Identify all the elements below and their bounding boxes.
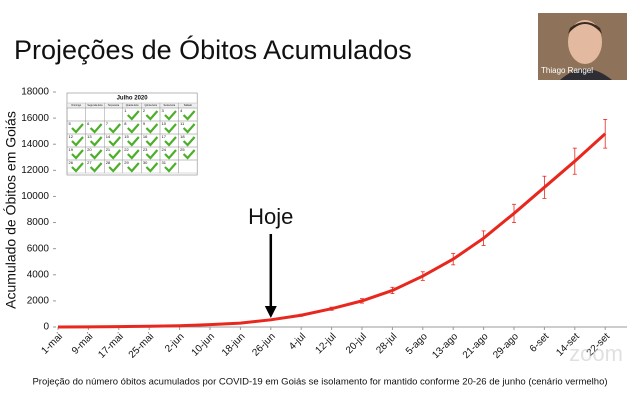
calendar-day: 8 [124,121,127,126]
calendar-day: 19 [69,147,74,152]
calendar-weekday: Domingo [72,104,82,107]
calendar-weekday: Quarta-feira [126,104,139,107]
calendar-check [71,149,84,160]
calendar-check [145,162,159,173]
calendar-day: 22 [124,147,129,152]
calendar-check [182,110,196,121]
calendar-day: 21 [106,147,111,152]
watermark: zoom [569,341,623,366]
y-tick-label: 2000 [27,296,50,307]
calendar-day: 12 [69,134,74,139]
caption: Projeção do número óbitos acumulados por… [32,377,607,388]
calendar-check [127,149,140,160]
calendar-weekday: Segunda-feira [87,104,103,107]
y-tick-label: 12000 [21,165,49,176]
calendar-day: 20 [87,147,92,152]
calendar-weekday: Quinta-feira [144,104,157,107]
calendar-day: 15 [124,134,129,139]
calendar-check [127,123,140,134]
calendar: Julho 2020 Domingo Segunda-feira Terça-feir… [66,92,198,176]
y-tick-label: 6000 [27,243,50,254]
calendar-day: 26 [69,160,74,165]
calendar-day: 14 [106,134,111,139]
y-tick-label: 14000 [21,139,49,150]
calendar-check [108,123,122,134]
line [57,132,607,329]
calendar-check [127,110,140,121]
calendar-cell [178,159,198,174]
calendar-day: 6 [87,121,90,126]
slide-title: Projeções de Óbitos Acumulados [14,34,412,65]
calendar-day: 4 [180,108,183,113]
calendar-day: 9 [143,121,146,126]
calendar-day: 18 [180,134,185,139]
calendar-day: 23 [143,147,148,152]
calendar-check [182,136,196,147]
calendar-check [127,162,140,173]
calendar-day: 16 [143,134,148,139]
calendar-check [182,123,196,134]
video-hair [568,22,602,34]
calendar-day: 24 [162,147,167,152]
y-tick-label: 0 [43,322,49,333]
calendar-day: 3 [162,108,165,113]
calendar-check [164,136,177,147]
calendar-day: 30 [143,160,148,165]
calendar-check [89,149,103,160]
calendar-check [182,149,196,160]
calendar-day: 25 [180,147,185,152]
calendar-day: 28 [106,160,111,165]
calendar-check [127,136,140,147]
participant-name: Thiago Rangel [541,66,593,75]
calendar-day: 1 [124,108,127,113]
calendar-title: Julho 2020 [117,96,149,102]
calendar-check [71,162,84,173]
calendar-check [164,149,177,160]
calendar-check [164,123,177,134]
calendar-check [145,123,159,134]
calendar-check [108,162,122,173]
calendar-check [89,123,103,134]
calendar-weekday: Sexta-feira [164,104,176,107]
annotation-arrowhead [264,306,277,318]
y-tick-label: 18000 [21,87,49,98]
calendar-check [164,162,177,173]
calendar-check [108,149,122,160]
calendar-check [71,136,84,147]
calendar-day: 13 [87,134,92,139]
calendar-day: 2 [143,108,146,113]
calendar-weekday: Terça-feira [108,104,120,107]
calendar-check [71,123,84,134]
calendar-day: 11 [180,121,185,126]
calendar-day: 5 [69,121,72,126]
annotation: Hoje [248,204,293,229]
calendar-check [89,136,103,147]
calendar-day: 31 [162,160,167,165]
y-tick-label: 10000 [21,191,49,202]
calendar-check [145,136,159,147]
y-tick-label: 16000 [21,113,49,124]
calendar-check [164,110,177,121]
calendar-weekday: Sábado [184,104,193,107]
calendar-check [108,136,122,147]
calendar-check [89,162,103,173]
calendar-day: 7 [106,121,109,126]
calendar-day: 29 [124,160,129,165]
video-face [568,20,602,64]
calendar-day: 10 [162,121,167,126]
calendar-check [145,149,159,160]
y-tick-label: 8000 [27,217,50,228]
calendar-day: 17 [162,134,167,139]
calendar-check [145,110,159,121]
video-shirt [560,69,612,80]
y-tick-label: 4000 [27,269,50,280]
calendar-day: 27 [87,160,92,165]
y-axis-label: Acumulado de Óbitos em Goiás [3,111,19,309]
